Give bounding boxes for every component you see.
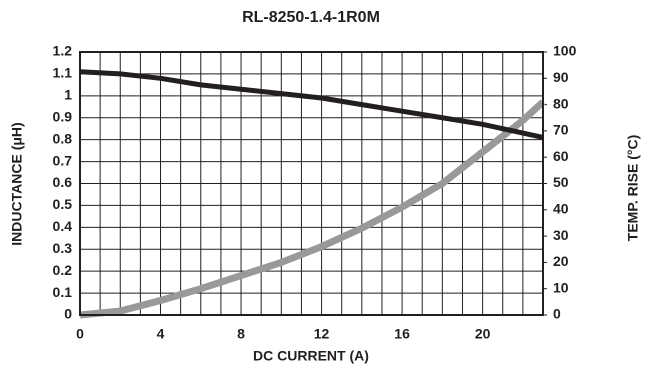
chart-title: RL-8250-1.4-1R0M — [242, 9, 380, 26]
y-tick-label: 0.8 — [53, 130, 73, 146]
x-tick-label: 0 — [76, 326, 84, 342]
y2-tick-label: 80 — [553, 95, 569, 111]
x-axis-label: DC CURRENT (A) — [253, 348, 369, 364]
y-tick-label: 0.6 — [53, 174, 73, 190]
x-tick-label: 16 — [394, 326, 410, 342]
y-tick-label: 1.1 — [53, 65, 73, 81]
y-tick-label: 1.2 — [53, 43, 73, 59]
x-tick-label: 8 — [237, 326, 245, 342]
x-tick-label: 4 — [157, 326, 165, 342]
y2-axis-label: TEMP. RISE (°C) — [625, 135, 641, 241]
y-tick-label: 0.9 — [53, 108, 73, 124]
x-tick-label: 20 — [475, 326, 491, 342]
y2-tick-label: 50 — [553, 174, 569, 190]
series-line — [79, 99, 546, 319]
y2-tick-label: 60 — [553, 148, 569, 164]
y-axis-label: INDUCTANCE (μH) — [9, 122, 25, 245]
y-tick-label: 0.3 — [53, 240, 73, 256]
y2-tick-label: 20 — [553, 253, 569, 269]
y2-tick-label: 100 — [553, 43, 577, 59]
y-tick-label: 0.1 — [53, 284, 73, 300]
y2-tick-label: 90 — [553, 69, 569, 85]
y-tick-label: 0.4 — [53, 218, 73, 234]
y2-tick-label: 0 — [553, 306, 561, 322]
y-tick-label: 0.7 — [53, 152, 73, 168]
y2-tick-label: 40 — [553, 201, 569, 217]
y-tick-label: 1 — [64, 87, 72, 103]
y-tick-label: 0.2 — [53, 262, 73, 278]
plot-frame — [79, 51, 544, 316]
y2-tick-label: 10 — [553, 279, 569, 295]
x-tick-label: 12 — [314, 326, 330, 342]
y2-tick-label: 70 — [553, 122, 569, 138]
y-tick-label: 0 — [64, 306, 72, 322]
y2-tick-label: 30 — [553, 227, 569, 243]
y-tick-label: 0.5 — [53, 196, 73, 212]
series-line — [79, 69, 544, 140]
